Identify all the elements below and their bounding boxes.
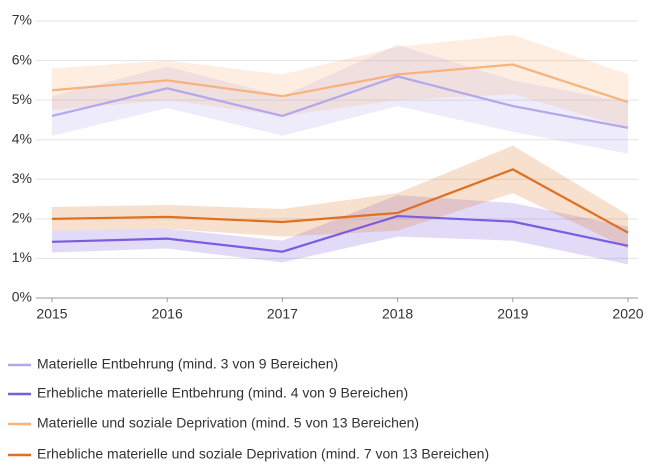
x-tick-label: 2020: [612, 306, 643, 322]
y-tick-label: 4%: [12, 130, 32, 146]
line: [51, 63, 629, 104]
line: [51, 214, 629, 253]
y-tick-label: 6%: [12, 51, 32, 67]
legend-label: Erhebliche materielle Entbehrung (mind. …: [37, 385, 408, 401]
x-tick-label: 2018: [382, 306, 413, 322]
y-tick-label: 5%: [12, 91, 32, 107]
x-tick-label: 2017: [267, 306, 298, 322]
confidence-band: [52, 34, 628, 128]
y-tick-label: 1%: [12, 249, 32, 265]
confidence-band: [52, 145, 628, 249]
y-tick-label: 2%: [12, 210, 32, 226]
legend-label: Materielle und soziale Deprivation (mind…: [37, 415, 419, 431]
confidence-band: [52, 44, 628, 154]
y-tick-label: 3%: [12, 170, 32, 186]
y-tick-label: 7%: [12, 12, 32, 28]
x-tick-label: 2019: [497, 306, 528, 322]
legend-label: Erhebliche materielle und soziale Depriv…: [37, 446, 489, 462]
line: [51, 168, 629, 234]
x-tick-label: 2015: [36, 306, 67, 322]
legend-label: Materielle Entbehrung (mind. 3 von 9 Ber…: [37, 356, 338, 372]
y-tick-label: 0%: [12, 289, 32, 305]
x-tick-label: 2016: [152, 306, 183, 322]
line: [51, 75, 629, 129]
confidence-band: [52, 195, 628, 265]
